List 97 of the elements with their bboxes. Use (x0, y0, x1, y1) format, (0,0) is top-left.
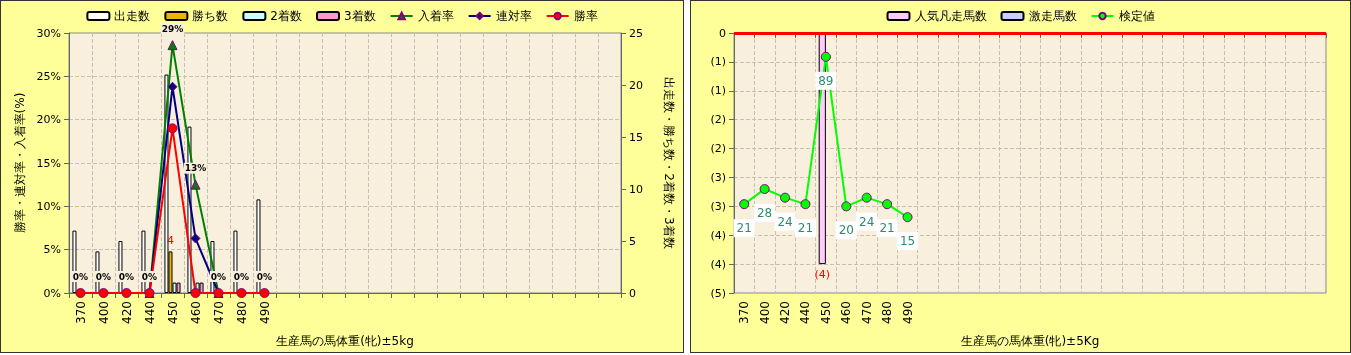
y-tick-label: (3) (710, 199, 726, 213)
data-label: 21 (797, 221, 814, 236)
data-label: 21 (736, 221, 752, 236)
data-label: 13% (184, 163, 207, 174)
point (780, 192, 791, 203)
data-label: 0% (141, 271, 158, 282)
y-tick-label: 25% (36, 69, 61, 83)
y-tick-label: (2) (710, 113, 726, 127)
point (167, 81, 178, 92)
y-tick-label: 0% (43, 286, 61, 300)
y-tick-label: (3) (710, 170, 726, 184)
data-label: 0% (118, 271, 135, 282)
point (739, 199, 750, 210)
y-tick-label: (1) (710, 84, 726, 98)
y-tick-label: 10% (36, 199, 61, 213)
point (861, 192, 872, 203)
data-label: 20 (838, 223, 854, 238)
data-label: 24 (777, 214, 793, 229)
legend-label: 検定値 (1118, 9, 1155, 23)
legend-label: 入着率 (417, 9, 454, 23)
x-tick-label: 460 (839, 301, 854, 324)
data-label: 29% (161, 23, 184, 34)
data-label: 15 (899, 234, 916, 249)
data-label: 28 (756, 206, 773, 220)
x-tick-label: 420 (778, 301, 793, 324)
data-label: 4 (166, 234, 174, 248)
legend-label: 出走数 (114, 9, 151, 23)
data-label: 0% (233, 271, 250, 282)
y-tick-label: (5) (710, 286, 726, 300)
point (75, 288, 86, 298)
y2-axis-title: 出走数・勝ち数・2着数・3着数 (662, 77, 676, 249)
point (167, 40, 178, 51)
point (190, 179, 201, 190)
y2-tick-label: 5 (629, 234, 636, 248)
x-tick-label: 370 (737, 301, 752, 324)
x-tick-label: 470 (211, 301, 226, 324)
x-tick-label: 440 (142, 301, 157, 324)
y-tick-label: (4) (710, 257, 726, 271)
legend-label: 勝ち数 (192, 9, 229, 23)
point (800, 199, 811, 210)
legend-label: 人気凡走馬数 (914, 9, 987, 23)
point (98, 288, 109, 298)
x-tick-label: 480 (880, 301, 895, 324)
point (902, 212, 913, 223)
y2-tick-label: 20 (629, 78, 643, 92)
point (190, 233, 201, 244)
x-tick-label: 400 (757, 301, 772, 324)
point (167, 123, 178, 134)
point (841, 201, 852, 212)
y-tick-label: 15% (36, 156, 61, 170)
point (882, 199, 893, 210)
legend-label: 勝率 (573, 9, 598, 23)
data-label: 0% (256, 271, 273, 282)
point (190, 288, 201, 298)
legend-label: 連対率 (495, 9, 532, 23)
y-tick-label: (4) (710, 228, 726, 242)
bar (199, 282, 204, 293)
x-tick-label: 450 (818, 301, 833, 324)
y-tick-label: (2) (710, 142, 726, 156)
x-tick-label: 450 (165, 301, 180, 324)
y-axis-title: 勝率・連対率・入着率(%) (12, 92, 27, 234)
data-label: 21 (879, 221, 895, 236)
legend-label: 3着数 (344, 9, 376, 23)
legend-label: 2着数 (270, 9, 303, 23)
x-tick-label: 440 (798, 301, 813, 324)
y-tick-label: 5% (43, 243, 61, 257)
x-axis-title: 生産馬の馬体重(牝)±5kg (276, 334, 414, 348)
x-tick-label: 370 (73, 301, 88, 324)
data-label: 0% (72, 271, 89, 282)
y2-tick-label: 0 (629, 286, 636, 300)
y-tick-label: 0 (719, 26, 726, 40)
point (236, 288, 247, 298)
y-tick-label: 30% (36, 26, 61, 40)
bar (176, 282, 181, 293)
x-tick-label: 490 (900, 301, 915, 324)
point (759, 184, 770, 194)
y-tick-label: 20% (36, 113, 61, 127)
x-tick-label: 480 (234, 301, 249, 324)
x-tick-label: 400 (96, 301, 111, 324)
data-label: 0% (210, 271, 227, 282)
data-label: (4) (814, 268, 831, 282)
x-tick-label: 470 (859, 301, 874, 324)
x-tick-label: 460 (188, 301, 203, 324)
x-tick-label: 420 (119, 301, 134, 324)
data-label: 0% (95, 271, 112, 282)
y-tick-label: (1) (710, 55, 726, 69)
point (259, 288, 270, 298)
x-axis-title: 生産馬の馬体重(牝)±5Kg (960, 334, 1100, 348)
data-label: 24 (859, 214, 875, 229)
point (820, 51, 831, 62)
data-label: 89 (818, 73, 834, 88)
x-tick-label: 490 (257, 301, 272, 324)
y2-tick-label: 10 (629, 182, 643, 196)
point (121, 288, 132, 298)
y2-tick-label: 15 (629, 130, 643, 144)
y2-tick-label: 25 (629, 26, 643, 40)
legend-label: 激走馬数 (1028, 9, 1077, 23)
